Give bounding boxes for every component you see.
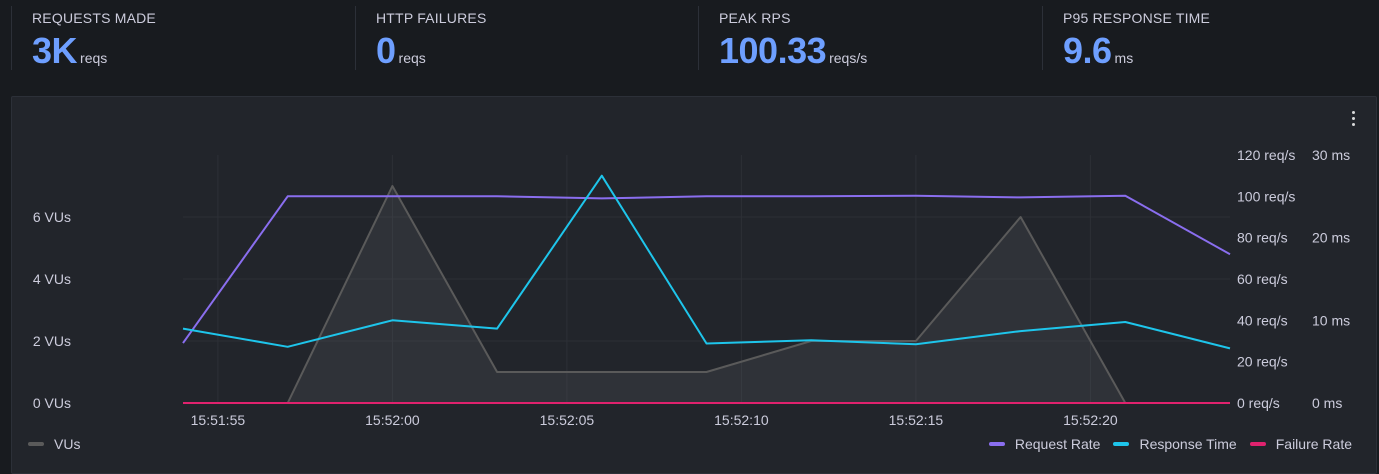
legend-label: Request Rate <box>1014 436 1101 452</box>
chart-panel: 0 VUs 2 VUs 4 VUs 6 VUs 0 req/s 20 req/s 40 re… <box>11 96 1377 474</box>
legend-item-failure-rate[interactable]: Failure Rate <box>1249 436 1352 452</box>
y-tick-response-time: 0 ms <box>1312 395 1342 411</box>
x-tick: 15:51:55 <box>191 412 246 427</box>
stat-number: 3K <box>32 30 78 71</box>
stat-number: 0 <box>376 30 396 71</box>
legend-label: Failure Rate <box>1275 436 1352 452</box>
stat-unit: ms <box>1114 50 1134 66</box>
stat-number: 100.33 <box>719 30 827 71</box>
stat-value: 9.6 ms <box>1063 30 1133 72</box>
legend-swatch <box>28 442 44 446</box>
legend-swatch <box>988 442 1005 446</box>
legend-item-vus[interactable]: VUs <box>28 436 80 452</box>
stat-p95-response-time: P95 RESPONSE TIME 9.6 ms <box>1042 6 1379 72</box>
series-area-vus <box>183 186 1126 403</box>
stat-label: HTTP FAILURES <box>376 10 487 26</box>
stat-unit: reqs <box>398 50 426 66</box>
y-tick-vus: 4 VUs <box>33 271 71 287</box>
x-tick: 15:52:05 <box>540 412 595 427</box>
x-tick: 15:52:10 <box>714 412 769 427</box>
y-tick-req-rate: 0 req/s <box>1237 395 1280 411</box>
series-line-response-time <box>182 174 1231 350</box>
stat-number: 9.6 <box>1063 30 1112 71</box>
chart-series <box>182 174 1231 404</box>
stat-unit: reqs/s <box>829 50 868 66</box>
legend-left: VUs <box>28 436 80 452</box>
stat-value: 0 reqs <box>376 30 426 72</box>
y-tick-vus: 6 VUs <box>33 209 71 225</box>
y-tick-vus: 2 VUs <box>33 333 71 349</box>
y-tick-req-rate: 40 req/s <box>1237 312 1288 328</box>
y-tick-vus: 0 VUs <box>33 395 71 411</box>
y-tick-response-time: 20 ms <box>1312 230 1350 246</box>
stat-label: REQUESTS MADE <box>32 10 156 26</box>
stat-requests-made: REQUESTS MADE 3K reqs <box>11 6 355 72</box>
series-line-request-rate <box>182 194 1231 344</box>
more-vertical-icon[interactable] <box>1344 107 1364 129</box>
x-tick: 15:52:20 <box>1063 412 1118 427</box>
legend-swatch <box>1249 442 1266 446</box>
stat-http-failures: HTTP FAILURES 0 reqs <box>355 6 698 72</box>
legend-right: Request Rate Response Time Failure Rate <box>988 436 1352 452</box>
y-tick-response-time: 30 ms <box>1312 147 1350 163</box>
stat-label: P95 RESPONSE TIME <box>1063 10 1211 26</box>
y-tick-req-rate: 60 req/s <box>1237 271 1288 287</box>
y-tick-req-rate: 100 req/s <box>1237 188 1295 204</box>
y-tick-req-rate: 80 req/s <box>1237 230 1288 246</box>
series-line-vus <box>183 185 1127 404</box>
timeseries-chart: 0 VUs 2 VUs 4 VUs 6 VUs 0 req/s 20 req/s 40 re… <box>33 147 1350 427</box>
legend-label: VUs <box>54 436 81 452</box>
legend-item-response-time[interactable]: Response Time <box>1113 436 1237 452</box>
stats-bar: REQUESTS MADE 3K reqs HTTP FAILURES 0 reqs… <box>0 0 1379 80</box>
legend-swatch <box>1113 442 1130 446</box>
y-tick-req-rate: 20 req/s <box>1237 354 1288 370</box>
stat-peak-rps: PEAK RPS 100.33 reqs/s <box>698 6 1042 72</box>
legend-item-request-rate[interactable]: Request Rate <box>988 436 1101 452</box>
legend-label: Response Time <box>1139 436 1237 452</box>
x-tick: 15:52:15 <box>889 412 944 427</box>
stat-unit: reqs <box>80 50 108 66</box>
stat-value: 100.33 reqs/s <box>719 30 867 72</box>
x-tick: 15:52:00 <box>365 412 420 427</box>
y-tick-response-time: 10 ms <box>1312 312 1350 328</box>
y-tick-req-rate: 120 req/s <box>1237 147 1295 163</box>
stat-label: PEAK RPS <box>719 10 791 26</box>
chart-axes: 0 VUs 2 VUs 4 VUs 6 VUs 0 req/s 20 req/s 40 re… <box>33 147 1350 427</box>
stat-value: 3K reqs <box>32 30 107 72</box>
